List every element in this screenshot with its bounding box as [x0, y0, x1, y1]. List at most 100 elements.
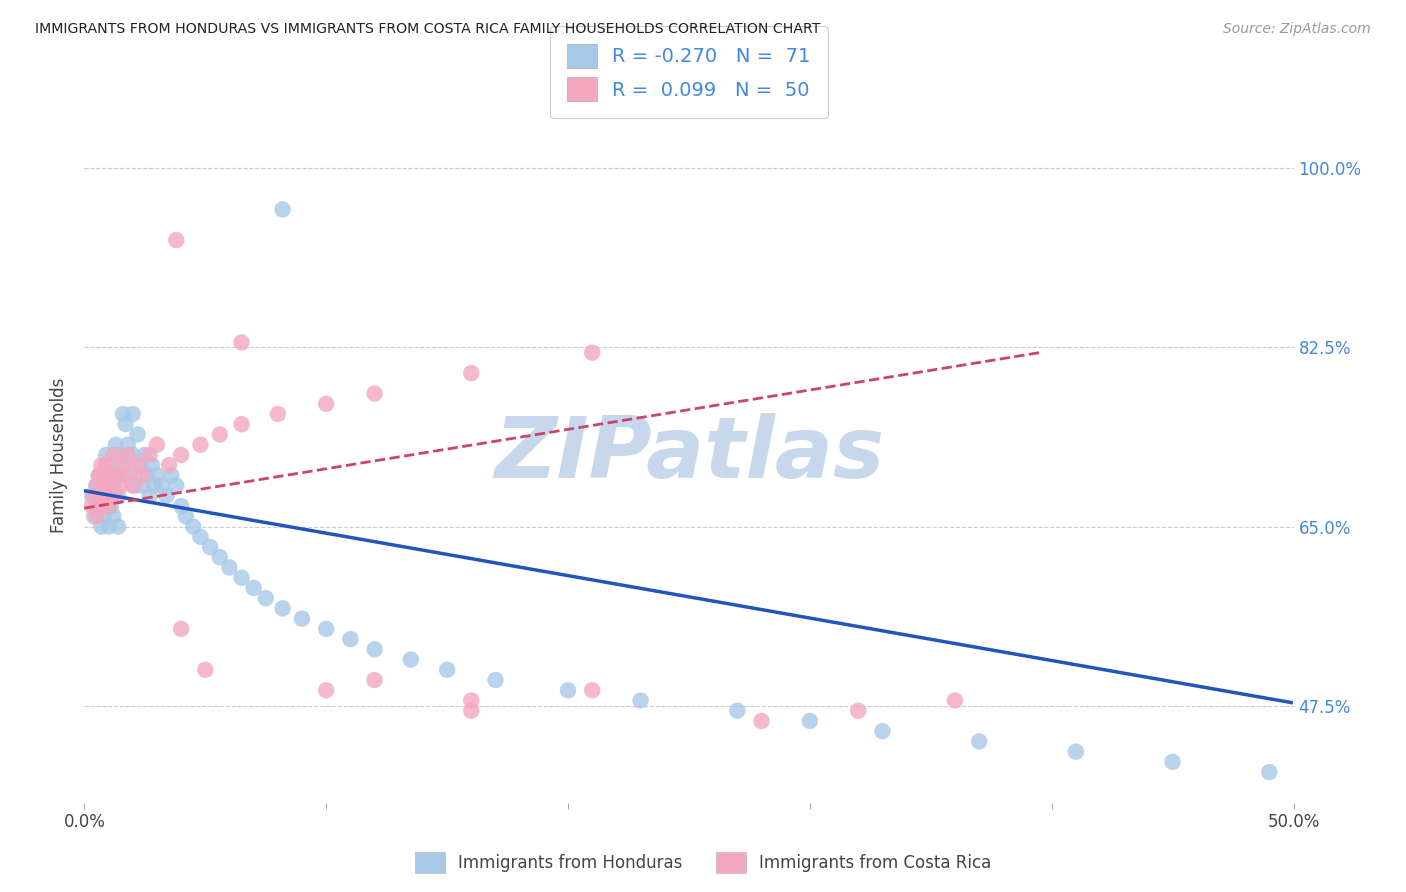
Point: [581, 683, 603, 698]
Point: [484, 673, 506, 687]
Point: [254, 591, 277, 606]
Point: [87, 489, 110, 503]
Point: [208, 427, 231, 442]
Point: [231, 335, 253, 350]
Text: IMMIGRANTS FROM HONDURAS VS IMMIGRANTS FROM COSTA RICA FAMILY HOUSEHOLDS CORRELA: IMMIGRANTS FROM HONDURAS VS IMMIGRANTS F…: [35, 22, 821, 37]
Point: [165, 233, 187, 247]
Point: [97, 499, 120, 513]
Point: [174, 509, 197, 524]
Point: [94, 468, 117, 483]
Point: [150, 478, 173, 492]
Point: [97, 519, 120, 533]
Point: [127, 458, 149, 472]
Point: [124, 478, 146, 492]
Point: [460, 704, 482, 718]
Point: [190, 438, 212, 452]
Point: [460, 366, 482, 380]
Point: [181, 519, 204, 533]
Point: [121, 478, 143, 492]
Point: [363, 386, 385, 401]
Point: [93, 509, 115, 524]
Point: [104, 468, 127, 483]
Point: [157, 458, 180, 472]
Point: [967, 734, 990, 748]
Point: [943, 693, 966, 707]
Point: [93, 478, 115, 492]
Point: [86, 509, 108, 524]
Y-axis label: Family Households: Family Households: [51, 377, 69, 533]
Point: [80, 489, 103, 503]
Point: [1258, 765, 1281, 780]
Point: [557, 683, 579, 698]
Point: [117, 448, 139, 462]
Point: [146, 468, 169, 483]
Point: [114, 417, 136, 432]
Point: [136, 468, 159, 483]
Point: [799, 714, 821, 728]
Point: [460, 693, 482, 707]
Point: [129, 458, 152, 472]
Point: [94, 478, 117, 492]
Point: [581, 345, 603, 359]
Point: [120, 468, 142, 483]
Legend: R = -0.270   N =  71, R =  0.099   N =  50: R = -0.270 N = 71, R = 0.099 N = 50: [550, 26, 828, 119]
Point: [94, 448, 117, 462]
Point: [97, 489, 120, 503]
Text: ZIPatlas: ZIPatlas: [494, 413, 884, 497]
Point: [112, 458, 135, 472]
Point: [436, 663, 458, 677]
Point: [87, 499, 110, 513]
Point: [138, 448, 160, 462]
Text: Source: ZipAtlas.com: Source: ZipAtlas.com: [1223, 22, 1371, 37]
Point: [110, 478, 132, 492]
Point: [97, 478, 120, 492]
Point: [138, 489, 160, 503]
Point: [87, 468, 110, 483]
Point: [104, 489, 127, 503]
Point: [107, 489, 129, 503]
Point: [170, 499, 193, 513]
Point: [103, 509, 125, 524]
Point: [271, 202, 294, 217]
Point: [194, 663, 217, 677]
Point: [90, 489, 112, 503]
Point: [190, 530, 212, 544]
Point: [117, 438, 139, 452]
Point: [1161, 755, 1184, 769]
Point: [231, 417, 253, 432]
Point: [103, 448, 125, 462]
Point: [231, 571, 253, 585]
Point: [155, 489, 177, 503]
Point: [198, 540, 221, 554]
Point: [90, 519, 112, 533]
Point: [131, 468, 153, 483]
Point: [399, 652, 422, 666]
Point: [1064, 745, 1087, 759]
Point: [872, 724, 894, 739]
Point: [90, 499, 112, 513]
Point: [291, 612, 314, 626]
Point: [751, 714, 773, 728]
Point: [121, 448, 143, 462]
Point: [90, 458, 112, 472]
Point: [271, 601, 294, 615]
Point: [100, 499, 122, 513]
Point: [315, 622, 337, 636]
Point: [86, 478, 108, 492]
Point: [846, 704, 869, 718]
Point: [339, 632, 361, 646]
Point: [83, 489, 105, 503]
Point: [93, 468, 115, 483]
Point: [315, 683, 337, 698]
Point: [208, 550, 231, 565]
Point: [242, 581, 264, 595]
Point: [112, 407, 135, 421]
Point: [160, 468, 183, 483]
Point: [267, 407, 290, 421]
Point: [363, 642, 385, 657]
Point: [134, 448, 156, 462]
Point: [131, 478, 153, 492]
Point: [127, 427, 149, 442]
Point: [100, 458, 122, 472]
Point: [87, 468, 110, 483]
